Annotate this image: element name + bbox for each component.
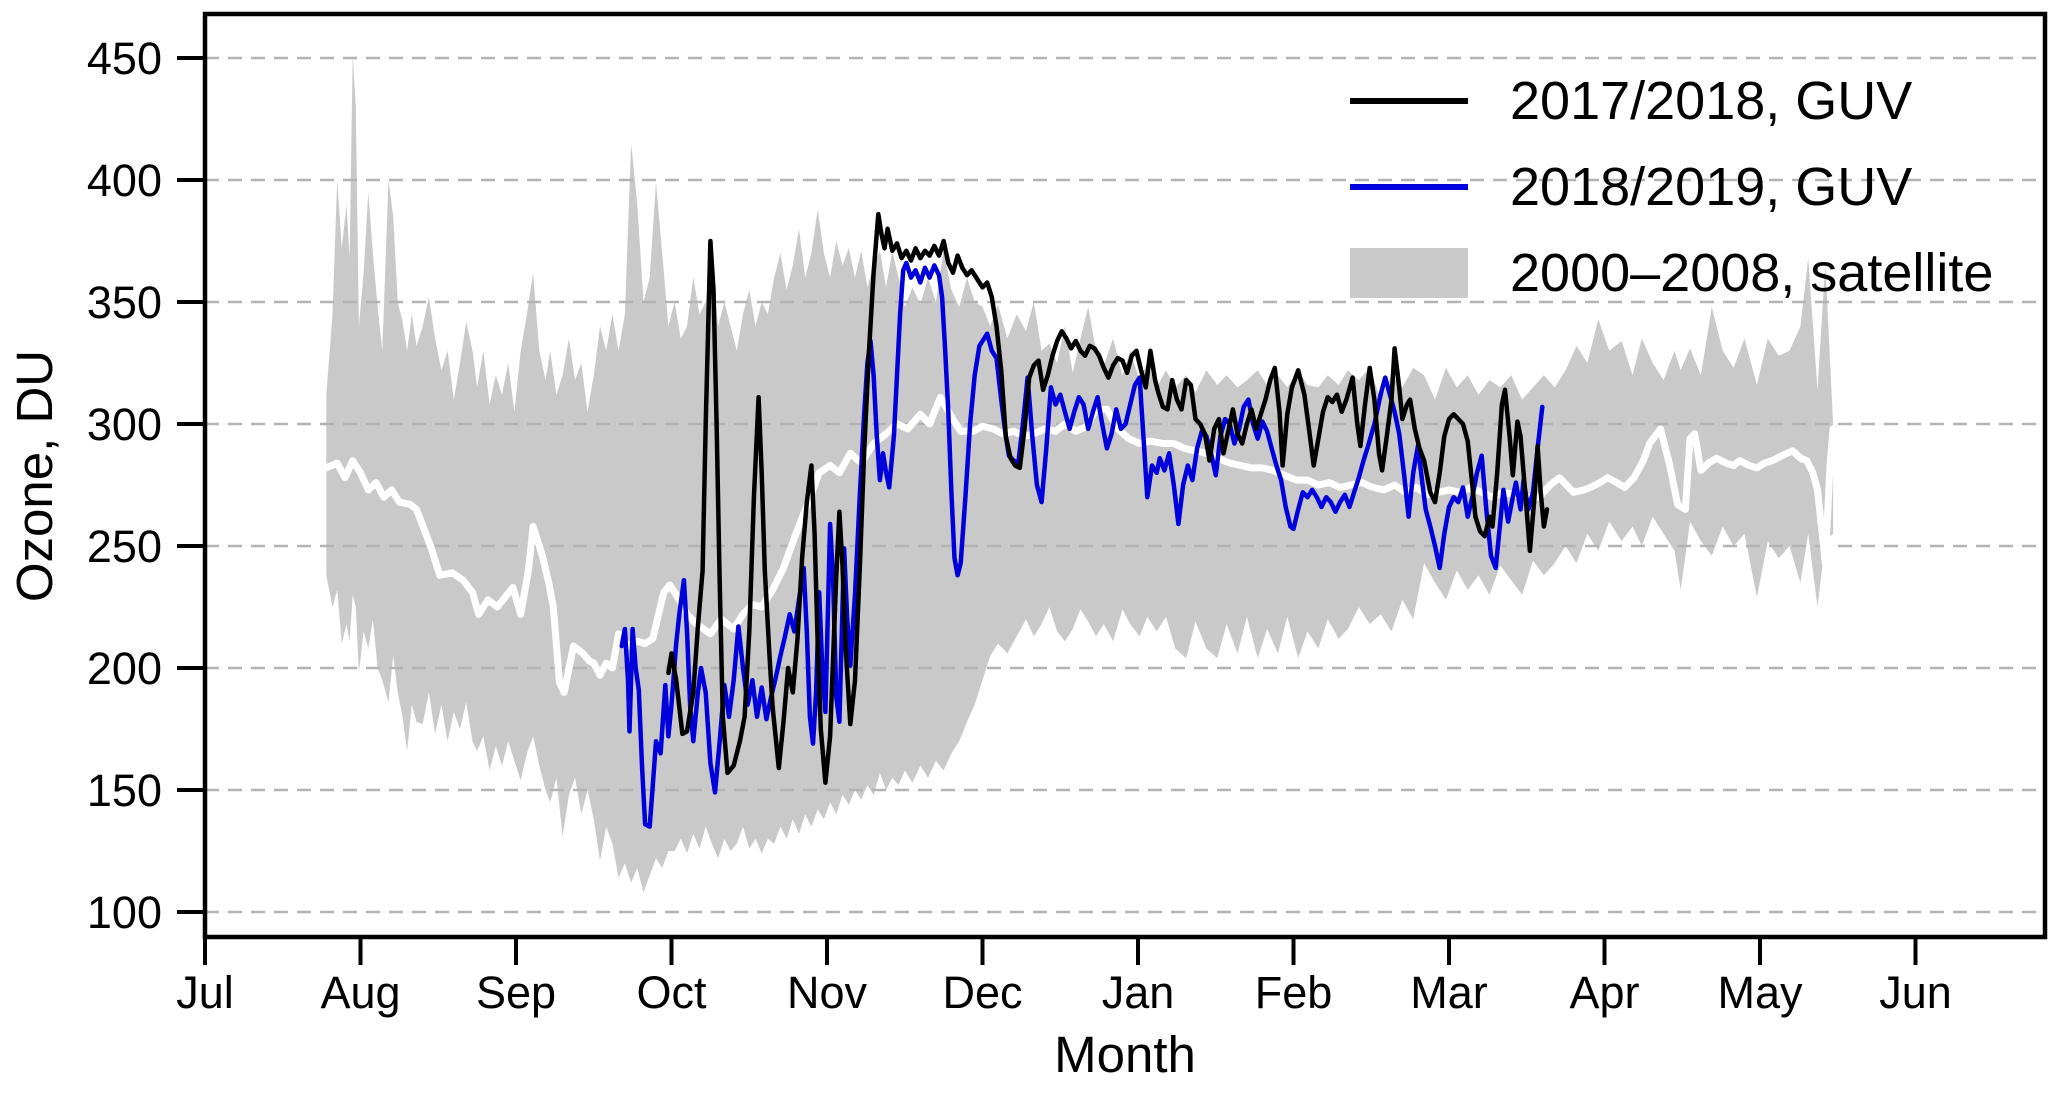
x-tick-label-Oct: Oct [636,967,707,1018]
legend-patch-swatch-satellite [1350,248,1468,298]
series-line-2018-2019-guv [619,260,1545,829]
x-tick-label-Aug: Aug [320,967,400,1018]
y-tick-label-200: 200 [87,643,162,694]
axes-frame [202,11,2048,940]
legend-label: 2017/2018, GUV [1510,71,1913,131]
y-tick-label-350: 350 [87,277,162,328]
legend-line-swatch-2017-2018 [1350,98,1468,104]
tick-labels: Jul Aug Sep Oct Nov Dec Jan Feb Mar Apr May Jun 100 1… [87,33,1952,1018]
plot-border [202,11,2048,940]
x-tick-label-Mar: Mar [1410,967,1488,1018]
legend-item-2000-2008-satellite: 2000–2008, satellite [1350,230,1993,316]
x-tick-label-Apr: Apr [1569,967,1639,1018]
legend-label: 2018/2019, GUV [1510,157,1913,217]
legend-line-swatch-2018-2019 [1350,184,1468,190]
legend-item-2017-2018: 2017/2018, GUV [1350,58,1993,144]
axis-ticks [177,56,1918,965]
y-gridlines [205,56,2045,914]
legend: 2017/2018, GUV 2018/2019, GUV 2000–2008,… [1350,58,1993,316]
x-axis-title: Month [1054,1026,1196,1083]
x-tick-label-Jan: Jan [1102,967,1175,1018]
y-axis-title: Ozone, DU [6,350,63,602]
x-tick-label-Jun: Jun [1879,967,1952,1018]
x-tick-label-Jul: Jul [176,967,234,1018]
legend-item-2018-2019: 2018/2019, GUV [1350,144,1993,230]
x-tick-label-Feb: Feb [1255,967,1333,1018]
y-tick-label-150: 150 [87,765,162,816]
x-tick-label-Sep: Sep [476,967,556,1018]
y-tick-label-300: 300 [87,399,162,450]
data-series [322,211,1837,829]
y-tick-label-400: 400 [87,155,162,206]
y-tick-label-450: 450 [87,33,162,84]
x-tick-label-May: May [1717,967,1803,1018]
y-tick-label-250: 250 [87,521,162,572]
x-tick-label-Dec: Dec [942,967,1022,1018]
y-tick-label-100: 100 [87,887,162,938]
series-line-2017-2018-guv [666,211,1550,785]
legend-label: 2000–2008, satellite [1510,243,1994,303]
x-tick-label-Nov: Nov [787,967,868,1018]
